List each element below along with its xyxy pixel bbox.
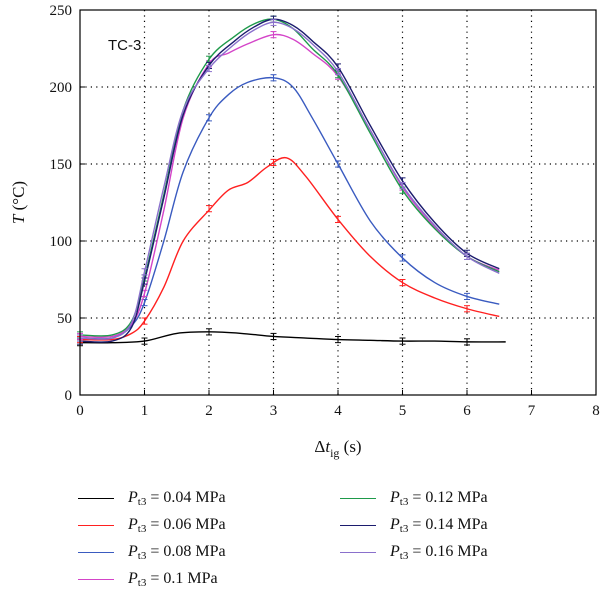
error-bar [206, 328, 212, 336]
x-tick-label: 2 [205, 403, 213, 419]
error-bar [335, 335, 341, 344]
error-bar [464, 305, 470, 313]
legend-swatch [340, 524, 376, 526]
legend-item: Pt3 = 0.1 MPa [78, 567, 218, 591]
error-bar [206, 205, 212, 213]
legend-label: Pt3 = 0.16 MPa [390, 542, 488, 562]
error-bar [206, 114, 212, 122]
series-group [77, 156, 500, 344]
y-axis-unit: (°C) [9, 181, 28, 215]
error-bar [270, 18, 277, 26]
series-layer [77, 15, 506, 347]
x-axis-unit: (s) [339, 437, 361, 456]
legend-label: Pt3 = 0.08 MPa [128, 542, 226, 562]
y-tick-label: 250 [50, 3, 73, 19]
series-line [79, 18, 500, 343]
legend-item: Pt3 = 0.06 MPa [78, 513, 226, 537]
y-tick-label: 50 [57, 311, 72, 327]
x-tick-label: 0 [76, 403, 84, 419]
error-bar [141, 317, 148, 325]
x-axis-label: Δtig (s) [314, 437, 361, 460]
legend-label: Pt3 = 0.14 MPa [390, 515, 488, 535]
error-bar [270, 332, 277, 341]
x-axis-sub: ig [330, 446, 339, 460]
error-bar [464, 338, 470, 346]
error-bar [399, 279, 406, 287]
legend-item: Pt3 = 0.16 MPa [340, 540, 488, 564]
chart: 0 1 2 3 4 5 6 7 8 0 50 100 150 200 250 TC-3 T (°C) Δti… [9, 3, 600, 460]
y-axis-var: T [9, 213, 28, 224]
y-tick-label: 0 [65, 388, 73, 404]
series-line [79, 331, 506, 344]
error-bar [399, 337, 406, 345]
legend-swatch [78, 578, 114, 580]
error-bar [464, 292, 470, 301]
error-bar [335, 68, 341, 76]
legend-item: Pt3 = 0.04 MPa [78, 486, 226, 510]
annotation-label: TC-3 [108, 37, 141, 54]
legend-swatch [340, 551, 376, 553]
x-tick-label: 7 [528, 403, 536, 419]
series-line [79, 156, 500, 341]
error-bar [335, 215, 341, 224]
legend-swatch [78, 551, 114, 553]
error-bar [399, 181, 406, 190]
x-tick-label: 5 [399, 403, 407, 419]
y-tick-label: 150 [50, 157, 73, 173]
legend-swatch [78, 524, 114, 526]
legend-label: Pt3 = 0.12 MPa [390, 488, 488, 508]
ticks: 0 1 2 3 4 5 6 7 8 0 50 100 150 200 250 [50, 3, 600, 419]
x-tick-label: 1 [141, 403, 149, 419]
legend-item: Pt3 = 0.14 MPa [340, 513, 488, 537]
x-tick-label: 8 [592, 403, 600, 419]
error-bar [399, 254, 406, 262]
x-axis-var: t [325, 437, 331, 456]
error-bar [206, 64, 212, 73]
series-group [77, 18, 500, 342]
legend-label: Pt3 = 0.06 MPa [128, 515, 226, 535]
series-line [79, 33, 500, 339]
y-axis-label: T (°C) [9, 181, 28, 224]
x-tick-label: 6 [463, 403, 471, 419]
series-group [77, 328, 506, 347]
x-tick-label: 4 [334, 403, 342, 419]
legend-swatch [78, 497, 114, 499]
legend-label: Pt3 = 0.04 MPa [128, 488, 226, 508]
x-tick-label: 3 [270, 403, 278, 419]
legend-label: Pt3 = 0.1 MPa [128, 569, 218, 589]
legend-swatch [340, 497, 376, 499]
error-bar [141, 337, 148, 345]
y-tick-label: 100 [50, 234, 73, 250]
error-bar [464, 252, 470, 260]
error-bar [270, 74, 277, 82]
series-line [79, 21, 500, 340]
error-bar [141, 268, 148, 276]
legend-item: Pt3 = 0.12 MPa [340, 486, 488, 510]
legend-item: Pt3 = 0.08 MPa [78, 540, 226, 564]
x-axis-delta: Δ [314, 437, 325, 456]
error-bar [335, 160, 341, 168]
error-bar [270, 158, 277, 167]
error-bar [270, 31, 277, 39]
y-tick-label: 200 [50, 80, 73, 96]
